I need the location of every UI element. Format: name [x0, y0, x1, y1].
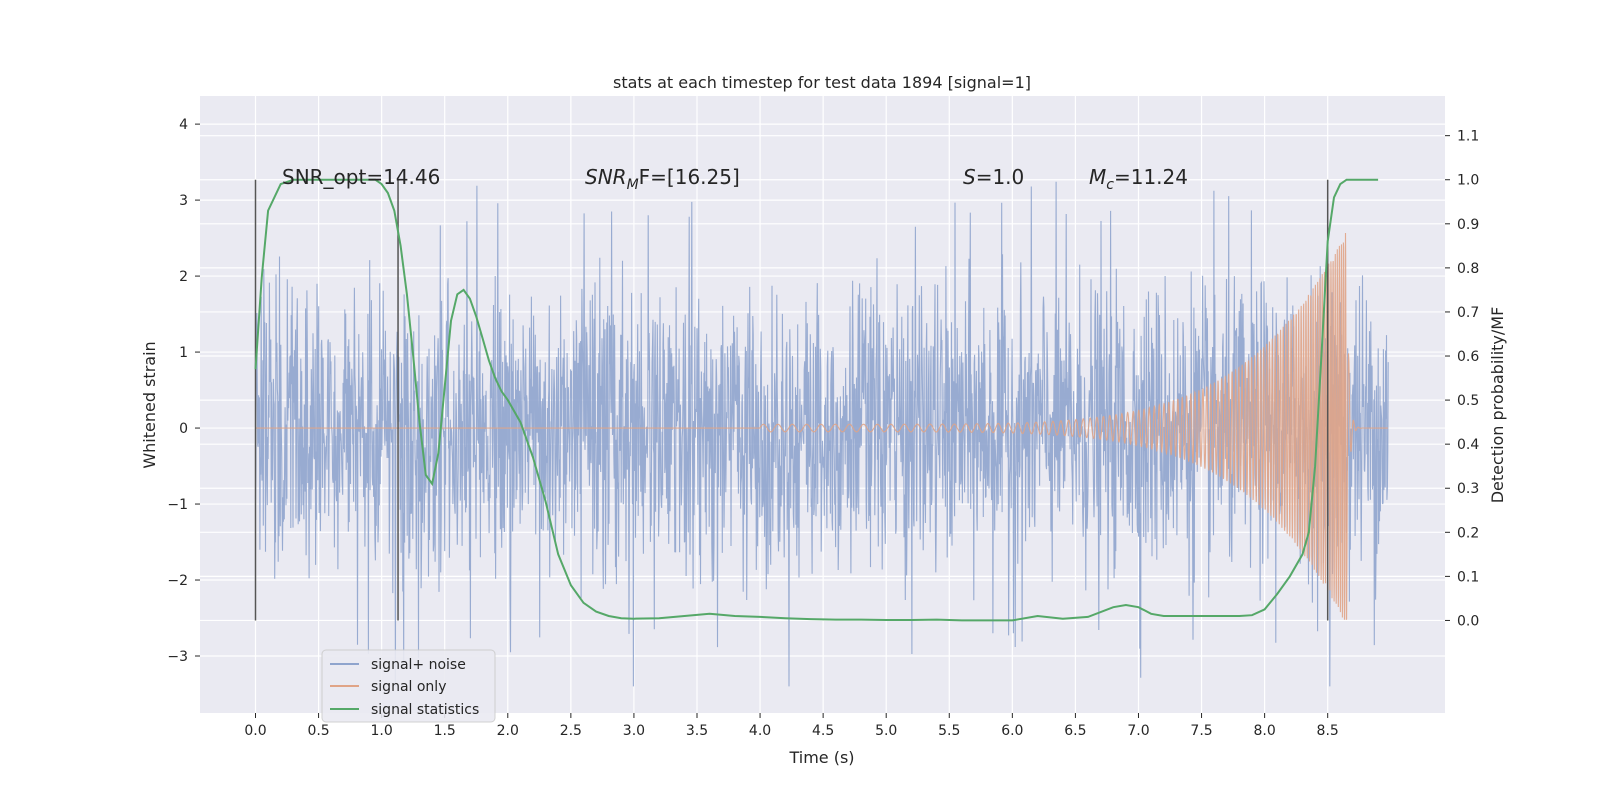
- x-tick-label: 3.0: [623, 723, 645, 739]
- s-value: =1.0: [976, 165, 1025, 189]
- x-tick-label: 7.0: [1127, 723, 1149, 739]
- x-tick-label: 4.5: [812, 723, 834, 739]
- legend: signal+ noise signal only signal statist…: [321, 649, 496, 723]
- x-tick-label: 6.5: [1064, 723, 1086, 739]
- signal-plus-noise-series: [254, 181, 1389, 687]
- y-axis-label: Whitened strain: [140, 341, 159, 468]
- signal-only-line: [255, 232, 1388, 620]
- x-tick-label: 3.5: [686, 723, 708, 739]
- y-right-tick-label: 0.4: [1457, 437, 1479, 453]
- y-tick-label: 3: [179, 193, 188, 209]
- signal-plus-noise-line: [254, 181, 1389, 687]
- y-tick-label: 2: [179, 269, 188, 285]
- y-right-tick-label: 0.5: [1457, 393, 1479, 409]
- legend-box: [321, 649, 496, 723]
- x-tick-label: 7.5: [1190, 723, 1212, 739]
- mc-value: =11.24: [1114, 165, 1188, 189]
- legend-label-noise: signal+ noise: [371, 657, 466, 673]
- s-symbol: S: [963, 165, 976, 189]
- s-annotation: S=1.0: [963, 165, 1024, 189]
- x-axis-label: Time (s): [788, 748, 854, 767]
- y-tick-label: −3: [167, 649, 188, 665]
- x-tick-label: 1.0: [371, 723, 393, 739]
- legend-label-signal: signal only: [371, 679, 446, 695]
- x-tick-label: 1.5: [434, 723, 456, 739]
- y-tick-labels: 4 3 2 1 0 −1 −2 −3: [167, 117, 188, 665]
- x-tick-label: 8.0: [1253, 723, 1275, 739]
- y-right-tick-label: 0.0: [1457, 613, 1479, 629]
- snr-mf-subscript: M: [627, 177, 639, 193]
- y-right-tick-label: 0.6: [1457, 349, 1479, 365]
- x-tick-label: 8.5: [1317, 723, 1339, 739]
- x-tick-label: 4.0: [749, 723, 771, 739]
- mc-subscript: c: [1106, 177, 1114, 193]
- y-right-tick-label: 1.0: [1457, 173, 1479, 189]
- y-right-tick-label: 0.7: [1457, 305, 1479, 321]
- snr-mf-value: F=[16.25]: [639, 165, 740, 189]
- y-right-tick-label: 0.8: [1457, 261, 1479, 277]
- x-tick-label: 0.0: [244, 723, 266, 739]
- y-right-tick-labels: 1.1 1.0 0.9 0.8 0.7 0.6 0.5 0.4 0.3 0.2 0.1 0.0: [1457, 129, 1479, 630]
- y-right-axis-label: Detection probability/MF: [1488, 307, 1507, 504]
- y-right-tick-label: 0.3: [1457, 481, 1479, 497]
- snr-mf-prefix: SNR: [585, 165, 627, 189]
- y-right-tick-label: 0.9: [1457, 217, 1479, 233]
- x-tick-label: 5.5: [938, 723, 960, 739]
- x-tick-label: 2.5: [560, 723, 582, 739]
- y-right-tick-label: 0.2: [1457, 525, 1479, 541]
- signal-statistics-line: [254, 178, 1379, 622]
- y-tick-label: 1: [179, 345, 188, 361]
- mc-symbol: M: [1089, 165, 1106, 189]
- x-tick-label: 5.0: [875, 723, 897, 739]
- y-tick-label: −2: [167, 573, 188, 589]
- x-tick-label: 6.0: [1001, 723, 1023, 739]
- snr-mf-annotation: SNRMF=[16.25]: [585, 165, 740, 193]
- y-right-tick-label: 0.1: [1457, 569, 1479, 585]
- signal-only-series: [255, 232, 1388, 620]
- x-tick-label: 2.0: [497, 723, 519, 739]
- snr-opt-annotation: SNR_opt=14.46: [282, 165, 440, 189]
- y-tick-label: 0: [179, 421, 188, 437]
- x-tick-label: 0.5: [307, 723, 329, 739]
- y-tick-label: 4: [179, 117, 188, 133]
- legend-label-stats: signal statistics: [371, 702, 479, 718]
- signal-statistics-series: [254, 178, 1379, 622]
- mc-annotation: Mc=11.24: [1089, 165, 1188, 193]
- chart-title: stats at each timestep for test data 189…: [613, 73, 1031, 92]
- y-tick-label: −1: [167, 497, 188, 513]
- x-tick-labels: 0.0 0.5 1.0 1.5 2.0 2.5 3.0 3.5 4.0 4.5 5.0 5.5 6.0 6…: [244, 723, 1338, 739]
- y-right-tick-label: 1.1: [1457, 129, 1479, 145]
